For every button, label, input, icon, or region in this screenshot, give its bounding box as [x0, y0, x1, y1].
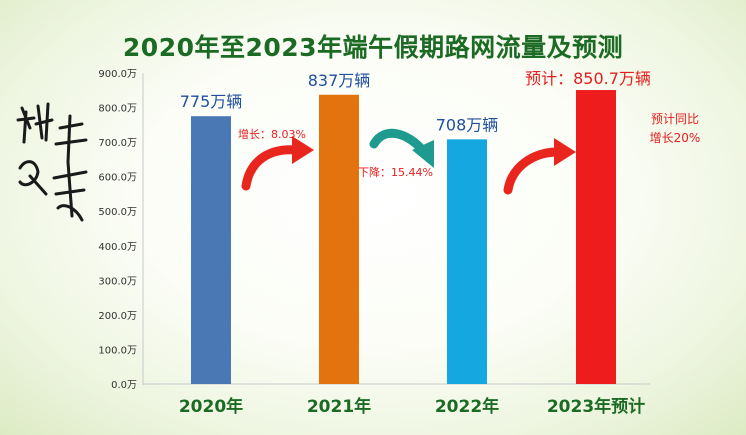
y-tick-label: 0.0万	[111, 380, 137, 391]
growth-arrow-icon-head	[292, 136, 314, 164]
data-label: 预计：850.7万辆	[525, 69, 651, 88]
chart-title: 2020年至2023年端午假期路网流量及预测	[122, 33, 624, 62]
annotation-forecast-line1: 预计同比	[651, 112, 699, 126]
data-label: 708万辆	[436, 115, 499, 134]
x-tick-label: 2020年	[179, 396, 243, 417]
y-tick-label: 800.0万	[98, 104, 137, 115]
y-tick-label: 300.0万	[98, 276, 137, 287]
data-label: 775万辆	[180, 92, 243, 111]
bar	[576, 90, 616, 384]
forecast-arrow-icon-head	[554, 138, 576, 166]
forecast-arrow-icon	[503, 147, 563, 195]
x-tick-label: 2022年	[435, 396, 499, 417]
y-tick-label: 200.0万	[98, 311, 137, 322]
bar	[191, 116, 231, 384]
y-tick-label: 100.0万	[98, 345, 137, 356]
calligraphy-decoration	[16, 102, 88, 222]
x-tick-label: 2021年	[307, 396, 371, 417]
bar	[447, 139, 487, 384]
annotation-decline-2022: 下降：15.44%	[358, 165, 433, 179]
y-tick-label: 400.0万	[98, 242, 137, 253]
decline-arrow-icon-head	[412, 140, 434, 168]
growth-arrow-icon	[241, 145, 301, 191]
annotation-growth-2021: 增长：8.03%	[238, 127, 306, 141]
y-tick-label: 600.0万	[98, 173, 137, 184]
y-tick-label: 900.0万	[98, 69, 137, 80]
bar	[319, 94, 359, 385]
annotation-forecast-line2: 增长20%	[650, 131, 701, 145]
x-tick-label: 2023年预计	[547, 396, 645, 417]
y-tick-label: 700.0万	[98, 138, 137, 149]
y-tick-label: 500.0万	[98, 207, 137, 218]
data-label: 837万辆	[308, 71, 371, 90]
